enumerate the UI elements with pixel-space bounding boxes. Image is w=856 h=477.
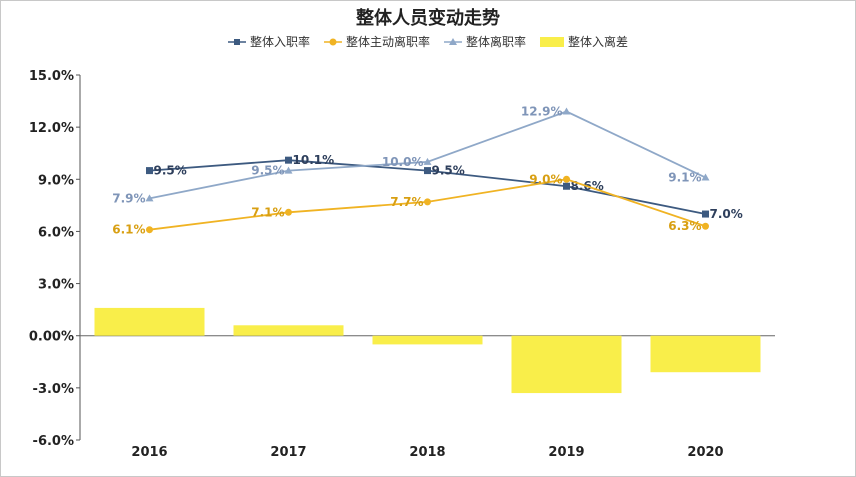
y-tick-label: 15.0%	[29, 69, 74, 84]
y-tick-label: 12.0%	[29, 121, 74, 136]
data-point-turnover-rate[interactable]	[701, 173, 710, 181]
y-tick-label: 3.0%	[38, 278, 74, 293]
legend-label-hire-rate: 整体入职率	[249, 35, 310, 49]
data-point-turnover-rate[interactable]	[284, 166, 293, 174]
data-label-hire-rate: 10.1%	[293, 153, 335, 167]
legend-swatch-net-difference	[540, 36, 565, 47]
data-label-turnover-rate: 9.5%	[251, 164, 284, 178]
data-point-voluntary-turnover[interactable]	[424, 198, 431, 206]
data-label-hire-rate: 9.5%	[154, 164, 187, 178]
data-point-voluntary-turnover[interactable]	[563, 175, 570, 183]
data-label-voluntary-turnover: 6.3%	[668, 219, 701, 233]
x-category-label: 2019	[548, 445, 584, 460]
bar-net-difference[interactable]	[511, 335, 622, 394]
y-tick-label: -3.0%	[33, 382, 74, 397]
bar-net-difference[interactable]	[372, 335, 483, 345]
data-point-hire-rate[interactable]	[285, 156, 292, 164]
legend-item-turnover-rate[interactable]: 整体离职率	[444, 33, 526, 50]
legend-swatch-turnover-rate	[444, 37, 462, 45]
y-tick-label: 9.0%	[38, 173, 74, 188]
y-tick-label: -6.0%	[33, 434, 74, 449]
data-point-turnover-rate[interactable]	[423, 157, 432, 165]
y-tick-label: 6.0%	[38, 225, 74, 240]
data-label-turnover-rate: 10.0%	[382, 155, 424, 169]
data-point-hire-rate[interactable]	[702, 210, 709, 218]
legend-swatch-voluntary-turnover	[323, 38, 342, 45]
x-category-label: 2018	[409, 445, 445, 460]
legend-item-net-difference[interactable]: 整体入离差	[540, 33, 628, 50]
data-point-turnover-rate[interactable]	[562, 107, 571, 115]
legend: 整体入职率 整体主动离职率 整体离职率 整体入离差	[0, 33, 856, 50]
data-point-voluntary-turnover[interactable]	[285, 208, 292, 216]
legend-label-net-difference: 整体入离差	[568, 35, 629, 49]
series-line-turnover-rate[interactable]	[149, 110, 706, 200]
data-point-turnover-rate[interactable]	[145, 194, 154, 202]
y-tick-label: 0.00%	[29, 330, 74, 345]
x-category-label: 2020	[687, 445, 723, 460]
legend-label-voluntary-turnover: 整体主动离职率	[345, 35, 430, 49]
x-category-label: 2017	[270, 445, 306, 460]
data-point-hire-rate[interactable]	[563, 182, 570, 190]
chart-title: 整体人员变动走势	[356, 8, 500, 29]
legend-label-turnover-rate: 整体离职率	[466, 35, 527, 49]
bar-net-difference[interactable]	[233, 325, 344, 336]
data-label-hire-rate: 9.5%	[432, 164, 465, 178]
data-point-hire-rate[interactable]	[146, 167, 153, 175]
legend-item-hire-rate[interactable]: 整体入职率	[227, 33, 310, 50]
legend-item-voluntary-turnover[interactable]: 整体主动离职率	[323, 33, 430, 50]
data-label-voluntary-turnover: 6.1%	[112, 223, 145, 237]
data-label-turnover-rate: 7.9%	[112, 191, 145, 205]
legend-swatch-hire-rate	[227, 38, 246, 45]
data-label-voluntary-turnover: 7.1%	[251, 205, 284, 219]
data-point-hire-rate[interactable]	[424, 167, 431, 175]
data-label-turnover-rate: 9.1%	[668, 171, 701, 185]
x-category-label: 2016	[131, 445, 167, 460]
bar-net-difference[interactable]	[94, 307, 205, 336]
data-point-voluntary-turnover[interactable]	[146, 226, 153, 234]
data-label-turnover-rate: 12.9%	[521, 105, 563, 119]
data-label-voluntary-turnover: 7.7%	[390, 195, 423, 209]
data-point-voluntary-turnover[interactable]	[702, 222, 709, 230]
data-label-voluntary-turnover: 9.0%	[529, 172, 562, 186]
bar-net-difference[interactable]	[650, 335, 761, 373]
data-label-hire-rate: 7.0%	[710, 207, 743, 221]
